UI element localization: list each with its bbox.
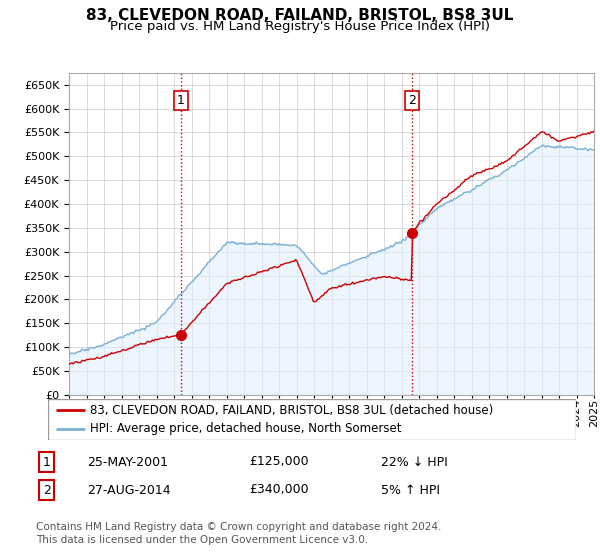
Text: 5% ↑ HPI: 5% ↑ HPI (381, 483, 440, 497)
Text: 22% ↓ HPI: 22% ↓ HPI (381, 455, 448, 469)
Text: 1: 1 (177, 94, 185, 107)
Text: HPI: Average price, detached house, North Somerset: HPI: Average price, detached house, Nort… (90, 422, 402, 435)
Text: Contains HM Land Registry data © Crown copyright and database right 2024.
This d: Contains HM Land Registry data © Crown c… (36, 522, 442, 545)
Text: 1: 1 (43, 455, 51, 469)
Text: Price paid vs. HM Land Registry's House Price Index (HPI): Price paid vs. HM Land Registry's House … (110, 20, 490, 33)
Text: 25-MAY-2001: 25-MAY-2001 (87, 455, 168, 469)
Text: £340,000: £340,000 (249, 483, 308, 497)
Text: £125,000: £125,000 (249, 455, 308, 469)
Text: 2: 2 (409, 94, 416, 107)
Text: 2: 2 (43, 483, 51, 497)
Text: 83, CLEVEDON ROAD, FAILAND, BRISTOL, BS8 3UL: 83, CLEVEDON ROAD, FAILAND, BRISTOL, BS8… (86, 8, 514, 24)
Text: 27-AUG-2014: 27-AUG-2014 (87, 483, 170, 497)
Text: 83, CLEVEDON ROAD, FAILAND, BRISTOL, BS8 3UL (detached house): 83, CLEVEDON ROAD, FAILAND, BRISTOL, BS8… (90, 404, 493, 417)
